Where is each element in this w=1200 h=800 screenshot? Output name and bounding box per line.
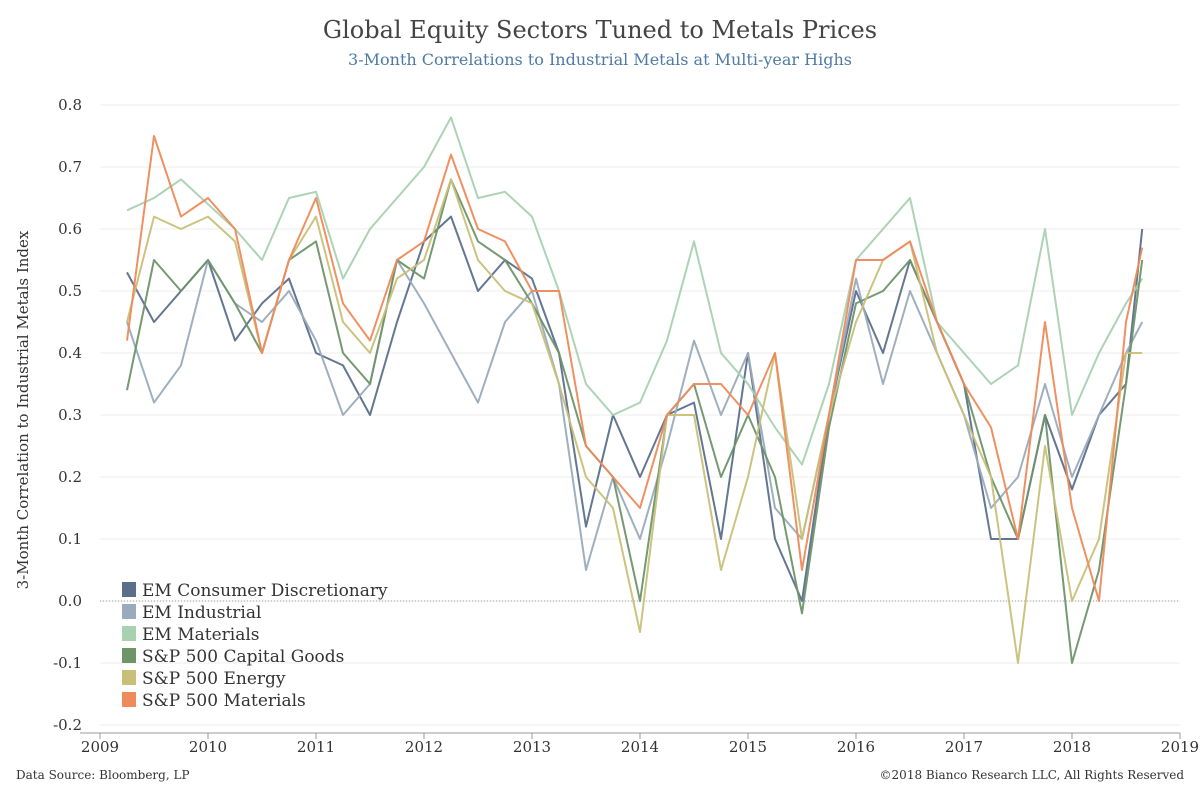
legend-swatch <box>122 626 136 641</box>
chart-subtitle: 3-Month Correlations to Industrial Metal… <box>348 50 852 69</box>
x-tick-label: 2018 <box>1053 738 1091 756</box>
y-tick-label: 0.5 <box>58 282 82 300</box>
x-tick-label: 2014 <box>621 738 659 756</box>
y-tick-label: 0.4 <box>58 344 82 362</box>
series-line-em-materials <box>126 116 1144 466</box>
y-tick-label: 0.3 <box>58 406 82 424</box>
legend-label: S&P 500 Capital Goods <box>142 647 344 667</box>
x-axis-ticks: 2009 2010 2011 2012 2013 2014 2015 2016 2017 2018… <box>80 732 1199 756</box>
x-tick-label: 2017 <box>945 738 983 756</box>
legend-label: EM Consumer Discretionary <box>142 581 388 601</box>
y-tick-label: 0.6 <box>58 220 82 238</box>
x-tick-label: 2012 <box>405 738 443 756</box>
x-tick-label: 2009 <box>81 738 119 756</box>
y-tick-label: 0.8 <box>58 96 82 114</box>
series-line-s-p-500-materials <box>126 135 1144 602</box>
y-axis-ticks: 0.8 0.7 0.6 0.5 0.4 0.3 0.2 0.1 0.0 -0.1 -0.2 <box>53 96 82 734</box>
series-line-s-p-500-energy <box>126 178 1143 664</box>
legend-label: EM Materials <box>142 625 260 645</box>
legend-label: EM Industrial <box>142 603 261 623</box>
series-line-s-p-500-capital-goods <box>126 178 1144 664</box>
chart-title: Global Equity Sectors Tuned to Metals Pr… <box>322 16 878 44</box>
y-tick-label: -0.1 <box>53 654 82 672</box>
series-line-em-industrial <box>126 259 1144 571</box>
series-line-em-consumer-discretionary <box>126 215 1144 602</box>
y-tick-label: 0.1 <box>58 530 82 548</box>
y-tick-label: 0.0 <box>58 592 82 610</box>
legend-swatch <box>122 582 136 597</box>
legend-swatch <box>122 692 136 707</box>
x-tick-label: 2010 <box>189 738 227 756</box>
legend-swatch <box>122 670 136 685</box>
data-source-note: Data Source: Bloomberg, LP <box>16 768 190 782</box>
y-axis-label: 3-Month Correlation to Industrial Metals… <box>14 230 32 589</box>
legend-swatch <box>122 648 136 663</box>
copyright-note: ©2018 Bianco Research LLC, All Rights Re… <box>879 768 1184 782</box>
y-tick-label: 0.7 <box>58 158 82 176</box>
y-tick-label: 0.2 <box>58 468 82 486</box>
x-tick-label: 2019 <box>1161 738 1199 756</box>
x-tick-label: 2011 <box>297 738 335 756</box>
x-tick-label: 2015 <box>729 738 767 756</box>
x-tick-label: 2016 <box>837 738 875 756</box>
y-tick-label: -0.2 <box>53 716 82 734</box>
x-tick-label: 2013 <box>513 738 551 756</box>
legend-label: S&P 500 Materials <box>142 691 306 711</box>
series-lines <box>126 116 1144 664</box>
legend-swatch <box>122 604 136 619</box>
legend-label: S&P 500 Energy <box>142 669 286 689</box>
